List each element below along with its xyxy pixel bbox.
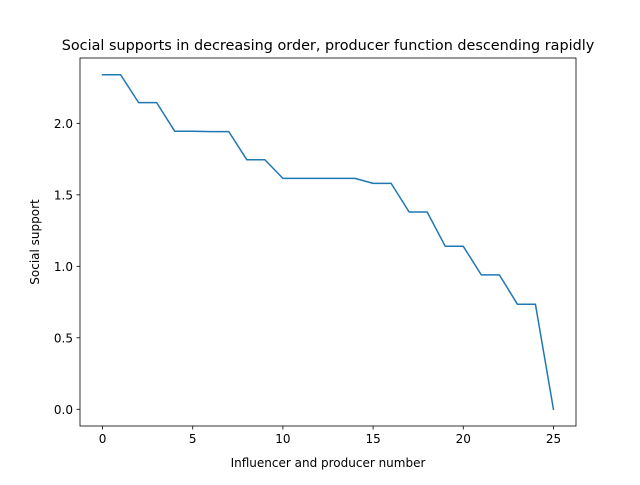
- series-lines: [101, 73, 555, 411]
- x-tick-label: 20: [456, 432, 471, 446]
- y-tick-label: 0.5: [54, 331, 73, 345]
- x-tick-label: 15: [365, 432, 380, 446]
- x-axis-ticks: 0 5 10 15 20 25: [99, 426, 561, 446]
- y-tick-label: 1.0: [54, 260, 73, 274]
- axes-frame: [79, 57, 577, 427]
- x-tick-label: 10: [275, 432, 290, 446]
- x-tick-label: 5: [189, 432, 197, 446]
- x-tick-label: 0: [99, 432, 107, 446]
- y-axis-ticks: 0.0 0.5 1.0 1.5 2.0: [54, 117, 80, 417]
- x-axis-label: Influencer and producer number: [231, 456, 426, 470]
- y-tick-label: 2.0: [54, 117, 73, 131]
- y-tick-label: 1.5: [54, 188, 73, 202]
- x-tick-label: 25: [546, 432, 561, 446]
- series-line: [101, 73, 555, 411]
- y-axis-label: Social support: [28, 199, 42, 285]
- chart-title: Social supports in decreasing order, pro…: [62, 38, 595, 54]
- y-tick-label: 0.0: [54, 403, 73, 417]
